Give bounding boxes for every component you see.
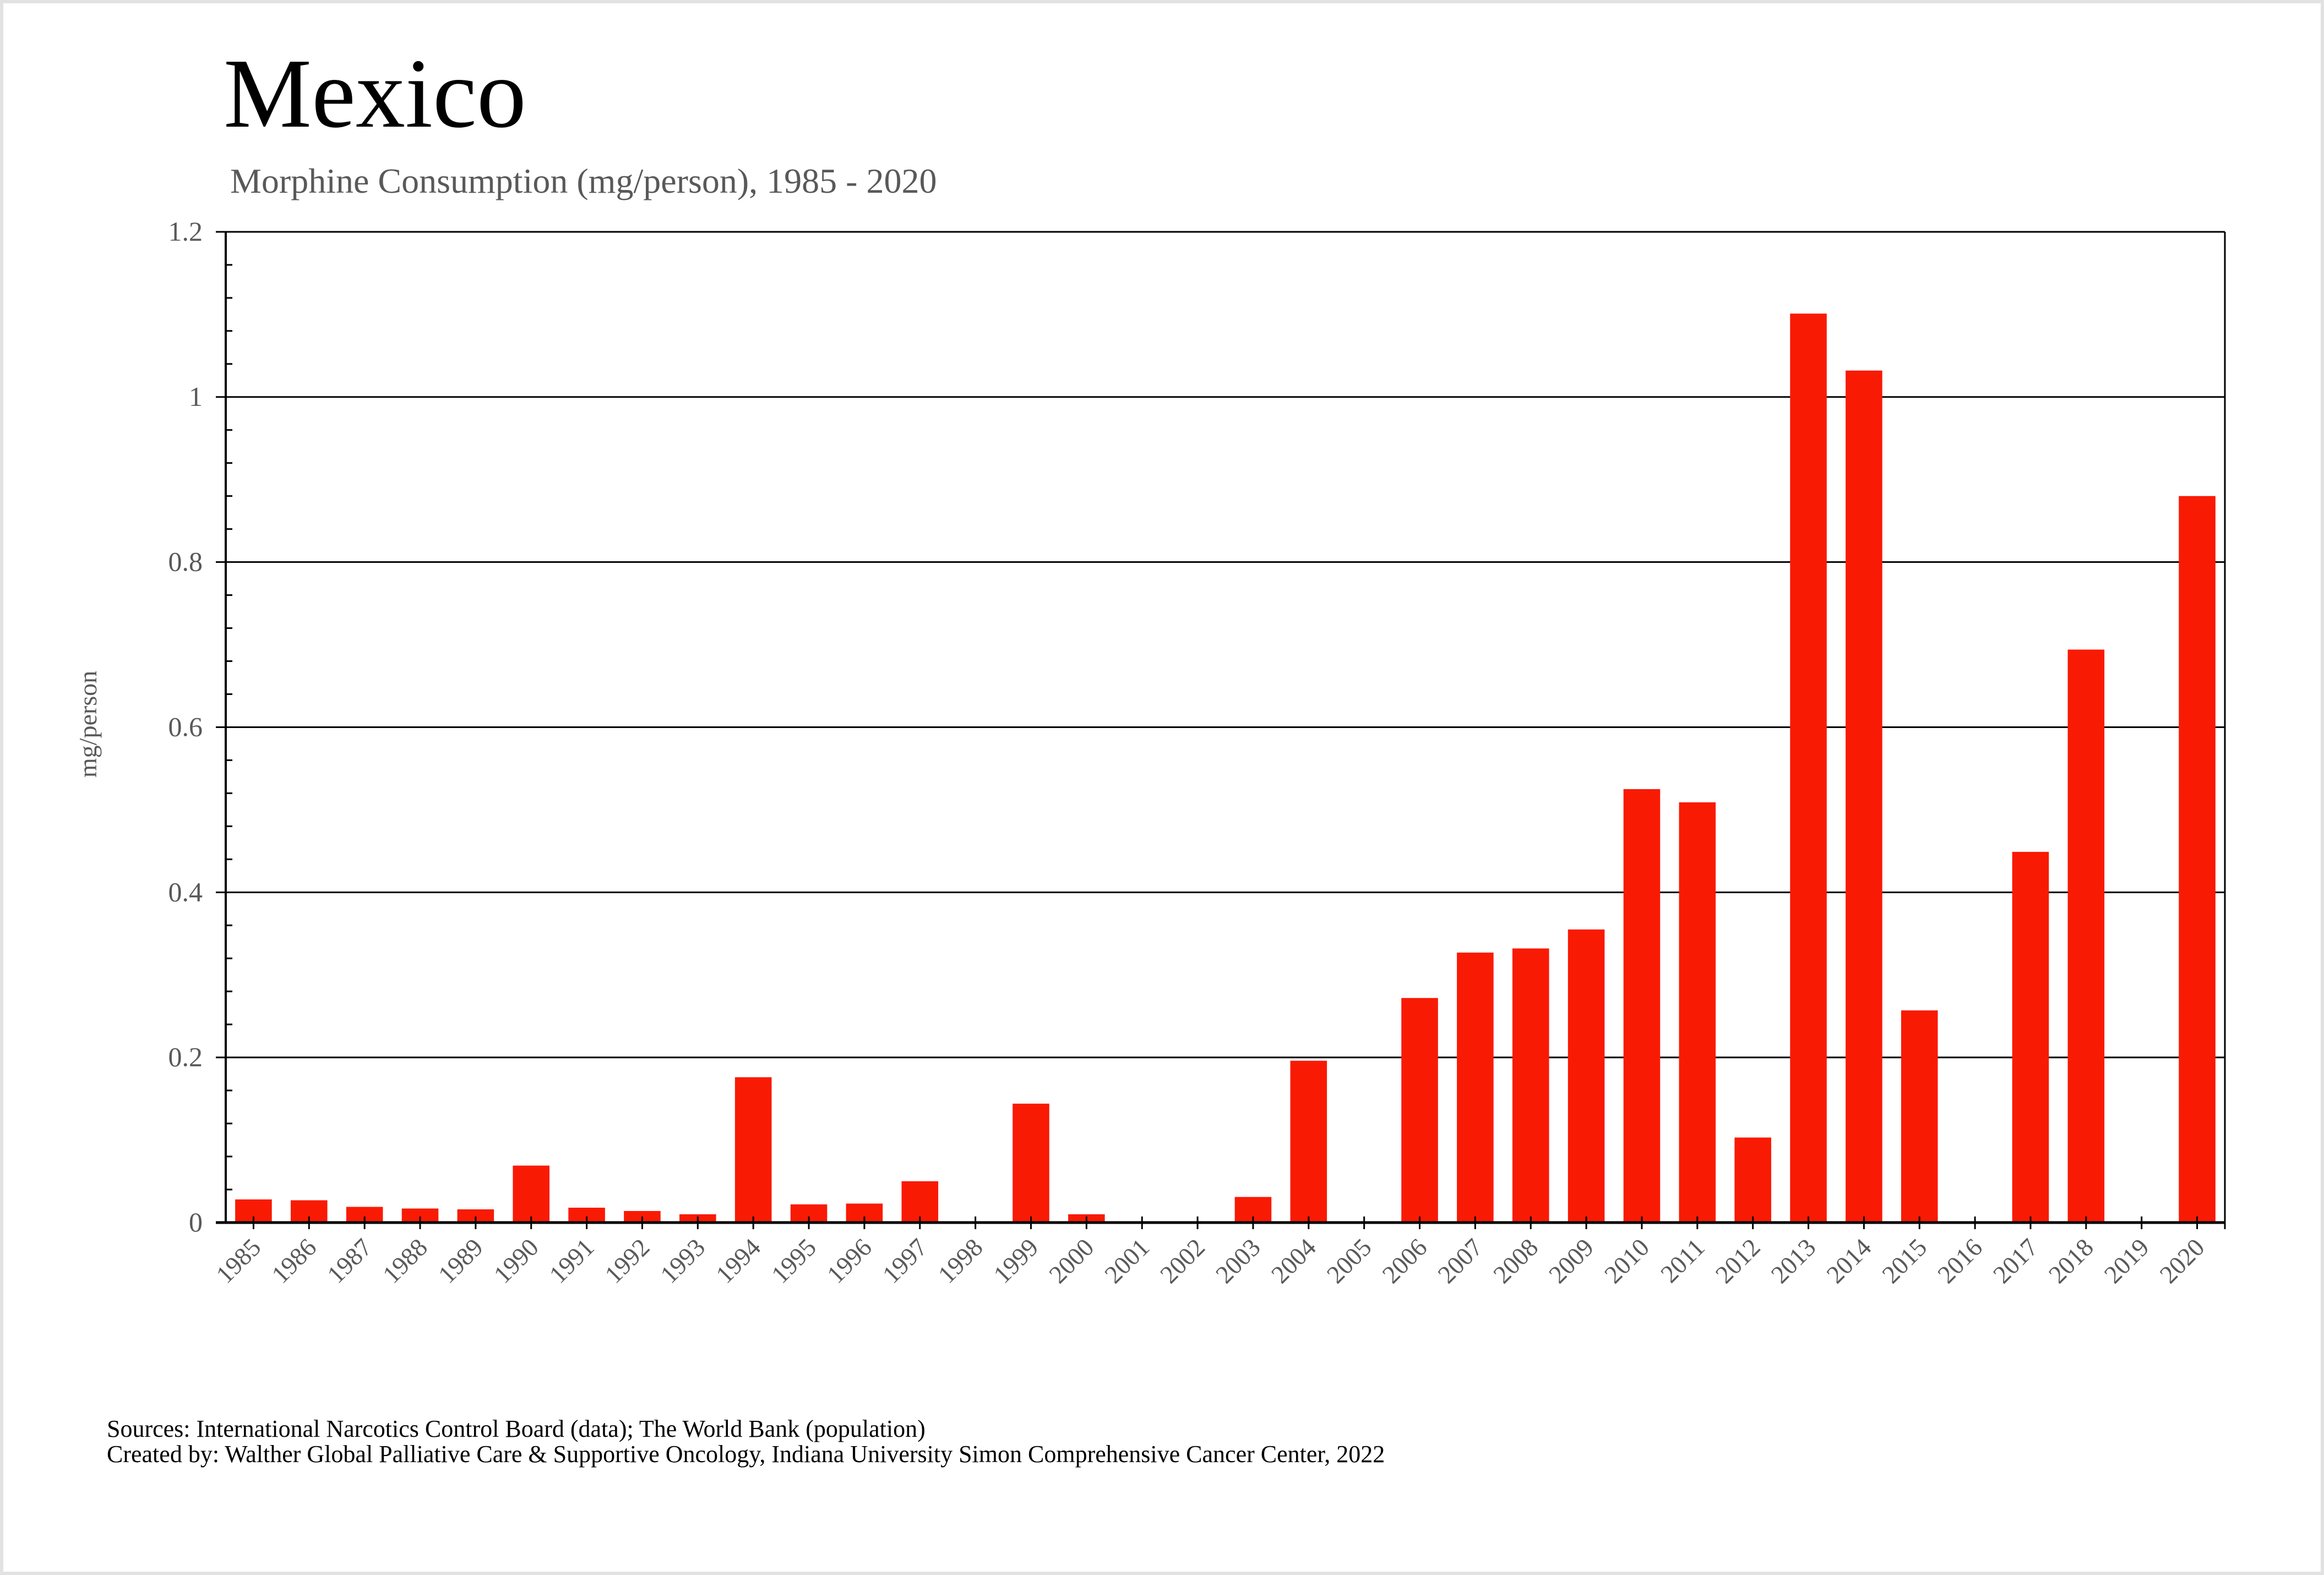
bar-2006 — [1401, 998, 1438, 1223]
x-tick-label: 1991 — [544, 1233, 600, 1289]
bar-2017 — [2012, 851, 2049, 1223]
x-tick-label: 2017 — [1988, 1233, 2043, 1289]
x-tick-label: 1999 — [988, 1233, 1043, 1289]
y-tick-label: 1 — [189, 381, 203, 412]
y-tick-labels: 0 0.2 0.4 0.6 0.8 1 1.2 — [168, 216, 203, 1237]
bar-1994 — [734, 1077, 772, 1223]
bar-2009 — [1568, 929, 1605, 1223]
bar-2008 — [1512, 948, 1549, 1223]
x-tick-label: 1986 — [266, 1233, 322, 1289]
x-tick-label: 2003 — [1210, 1233, 1266, 1289]
bar-2011 — [1679, 802, 1716, 1223]
x-tick-label: 2007 — [1432, 1233, 1488, 1289]
x-tick-label: 1990 — [488, 1233, 544, 1289]
x-tick-label: 2008 — [1488, 1233, 1543, 1289]
y-tick-label: 0 — [189, 1207, 203, 1237]
x-tick-label: 1985 — [210, 1233, 266, 1289]
bar-2013 — [1790, 313, 1827, 1223]
x-tick-label: 1993 — [655, 1233, 710, 1289]
footer-created-by: Created by: Walther Global Palliative Ca… — [107, 1441, 1385, 1468]
x-tick-label: 2010 — [1599, 1233, 1654, 1289]
axes — [216, 231, 2226, 1229]
x-tick-label: 2006 — [1376, 1233, 1432, 1289]
x-tick-label: 2012 — [1710, 1233, 1766, 1289]
bar-1989 — [457, 1209, 494, 1223]
y-tick-label: 1.2 — [168, 216, 203, 247]
x-tick-label: 2000 — [1043, 1233, 1099, 1289]
x-tick-label: 1992 — [599, 1233, 655, 1289]
y-tick-label: 0.4 — [168, 876, 203, 907]
chart-subtitle: Morphine Consumption (mg/person), 1985 -… — [230, 161, 937, 200]
x-tick-label: 2004 — [1266, 1233, 1321, 1289]
bar-2012 — [1734, 1137, 1771, 1223]
x-tick-label: 1996 — [821, 1233, 877, 1289]
bar-2015 — [1901, 1010, 1938, 1223]
x-tick-label: 2009 — [1543, 1233, 1599, 1289]
chart-title: Mexico — [224, 39, 526, 148]
bar-1990 — [513, 1165, 550, 1223]
x-tick-label: 2014 — [1821, 1233, 1876, 1289]
bar-2018 — [2067, 649, 2105, 1223]
bar-2020 — [2179, 496, 2216, 1223]
x-tick-label: 1988 — [377, 1233, 433, 1289]
bar-2007 — [1457, 952, 1494, 1223]
bar-2014 — [1846, 370, 1882, 1223]
y-tick-label: 0.2 — [168, 1041, 203, 1072]
y-axis-label: mg/person — [74, 671, 102, 778]
x-tick-label: 1994 — [710, 1233, 766, 1289]
x-tick-label: 1997 — [877, 1233, 933, 1289]
footer-sources: Sources: International Narcotics Control… — [107, 1415, 926, 1442]
bars — [235, 313, 2216, 1223]
x-tick-label: 2018 — [2043, 1233, 2099, 1289]
y-tick-label: 0.8 — [168, 546, 203, 577]
x-tick-label: 2005 — [1321, 1233, 1377, 1289]
x-tick-label: 2016 — [1932, 1233, 1988, 1289]
bar-1997 — [901, 1181, 939, 1223]
x-tick-labels: 1985 1986 1987 1988 1989 1990 1991 1992 1993 1994… — [210, 1233, 2209, 1289]
x-tick-label: 2002 — [1155, 1233, 1210, 1289]
y-tick-label: 0.6 — [168, 712, 203, 742]
x-tick-label: 2011 — [1655, 1233, 1710, 1288]
x-tick-label: 1989 — [433, 1233, 488, 1289]
x-tick-label: 1987 — [322, 1233, 377, 1289]
x-tick-label: 2013 — [1765, 1233, 1821, 1289]
x-tick-label: 2020 — [2154, 1233, 2210, 1289]
bar-1999 — [1013, 1104, 1049, 1223]
x-tick-label: 2019 — [2099, 1233, 2154, 1289]
x-tick-label: 2001 — [1099, 1233, 1155, 1289]
gridlines — [226, 396, 2225, 1058]
bar-2010 — [1623, 789, 1661, 1223]
x-tick-label: 2015 — [1876, 1233, 1932, 1289]
x-tick-label: 1998 — [933, 1233, 988, 1289]
x-tick-label: 1995 — [766, 1233, 821, 1289]
bar-2004 — [1290, 1061, 1327, 1223]
